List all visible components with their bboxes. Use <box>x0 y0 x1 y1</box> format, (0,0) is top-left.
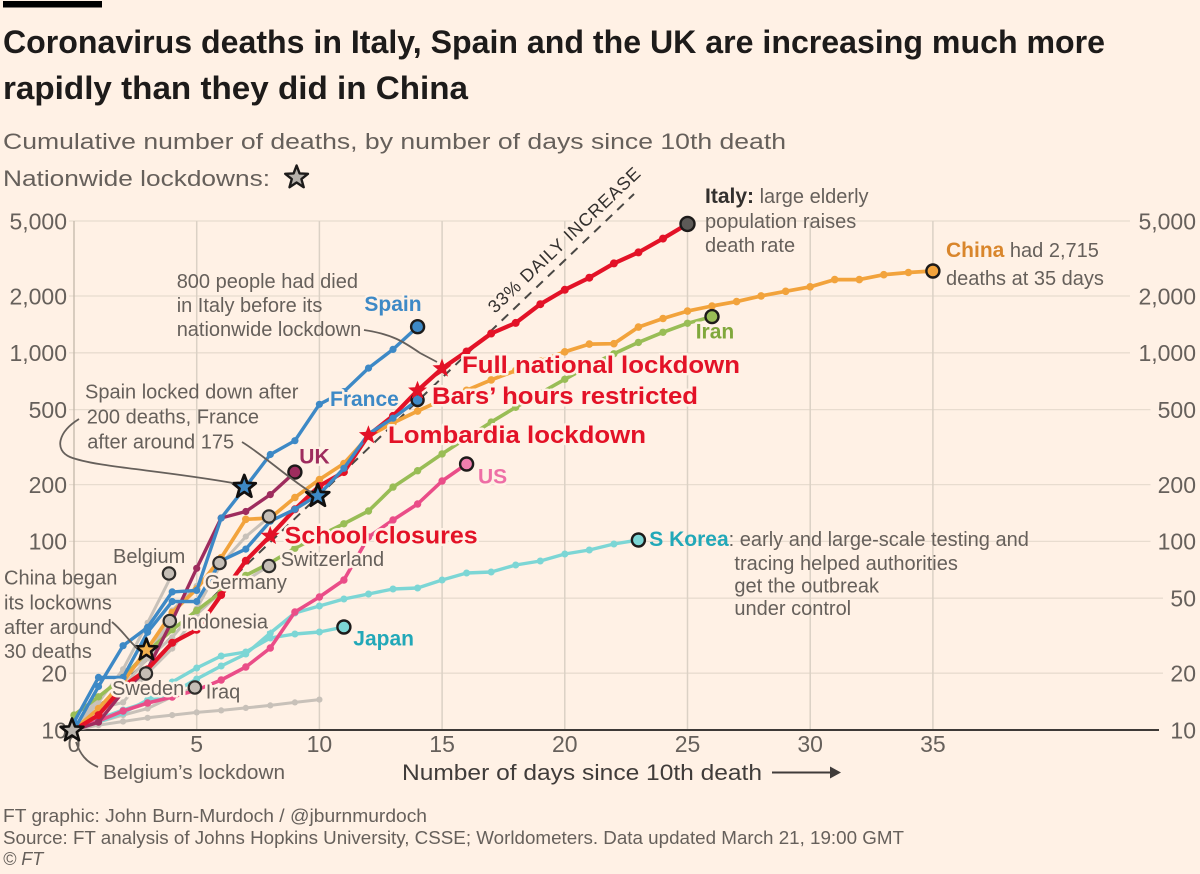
svg-text:UK: UK <box>299 446 329 469</box>
svg-text:1,000: 1,000 <box>9 340 67 366</box>
svg-text:Cumulative number of deaths, b: Cumulative number of deaths, by number o… <box>3 129 786 154</box>
svg-text:Italy: large elderly: Italy: large elderly <box>705 185 869 208</box>
svg-text:Iraq: Iraq <box>206 682 240 704</box>
svg-text:its lockowns: its lockowns <box>4 593 112 615</box>
svg-text:500: 500 <box>29 397 67 423</box>
svg-text:20: 20 <box>41 661 67 687</box>
svg-text:Bars’ hours restricted: Bars’ hours restricted <box>432 383 698 410</box>
svg-text:Japan: Japan <box>353 628 414 651</box>
svg-text:10: 10 <box>41 717 67 743</box>
svg-text:rapidly than they did in China: rapidly than they did in China <box>3 70 469 106</box>
svg-text:US: US <box>478 466 507 489</box>
svg-text:Lombardia lockdown: Lombardia lockdown <box>388 422 646 449</box>
svg-text:get the outbreak: get the outbreak <box>734 576 880 598</box>
svg-text:death rate: death rate <box>705 235 795 257</box>
svg-text:deaths at 35 days: deaths at 35 days <box>946 268 1104 290</box>
svg-text:population raises: population raises <box>705 211 856 233</box>
svg-text:Coronavirus deaths in Italy, S: Coronavirus deaths in Italy, Spain and t… <box>3 24 1105 60</box>
svg-text:Iran: Iran <box>696 321 735 344</box>
svg-text:© FT: © FT <box>3 849 45 869</box>
svg-text:China began: China began <box>4 568 117 590</box>
svg-text:in Italy before its: in Italy before its <box>177 295 323 317</box>
svg-text:200 deaths, France: 200 deaths, France <box>87 407 259 429</box>
svg-text:Germany: Germany <box>205 572 287 594</box>
svg-text:tracing helped authorities: tracing helped authorities <box>734 553 957 575</box>
svg-text:2,000: 2,000 <box>1138 283 1196 309</box>
svg-text:2,000: 2,000 <box>9 283 67 309</box>
svg-text:800 people had died: 800 people had died <box>177 271 358 293</box>
svg-text:after around: after around <box>4 617 112 639</box>
svg-text:35: 35 <box>920 731 946 757</box>
svg-text:100: 100 <box>1158 529 1196 555</box>
svg-text:under control: under control <box>734 598 851 620</box>
svg-text:500: 500 <box>1158 397 1196 423</box>
svg-text:15: 15 <box>429 731 455 757</box>
svg-text:Number of days since 10th deat: Number of days since 10th death <box>402 760 762 785</box>
svg-text:5,000: 5,000 <box>1138 208 1196 234</box>
svg-text:China had 2,715: China had 2,715 <box>946 239 1099 262</box>
svg-text:50: 50 <box>1170 586 1196 612</box>
svg-text:25: 25 <box>675 731 701 757</box>
svg-text:Source: FT analysis of Johns H: Source: FT analysis of Johns Hopkins Uni… <box>3 828 904 848</box>
svg-text:Full national lockdown: Full national lockdown <box>462 352 740 379</box>
svg-text:FT graphic: John Burn-Murdoch: FT graphic: John Burn-Murdoch / @jburnmu… <box>3 806 427 826</box>
svg-text:100: 100 <box>29 529 67 555</box>
svg-text:School closures: School closures <box>285 523 478 550</box>
svg-text:Spain: Spain <box>364 293 421 316</box>
svg-text:Spain locked down after: Spain locked down after <box>85 382 299 404</box>
svg-text:30 deaths: 30 deaths <box>4 641 92 663</box>
svg-text:Belgium: Belgium <box>113 546 185 568</box>
svg-text:Indonesia: Indonesia <box>181 612 269 634</box>
svg-text:France: France <box>330 388 399 411</box>
svg-text:after around 175: after around 175 <box>87 431 234 453</box>
svg-text:Nationwide lockdowns:: Nationwide lockdowns: <box>3 166 270 191</box>
svg-text:20: 20 <box>552 731 578 757</box>
svg-text:Switzerland: Switzerland <box>281 549 384 571</box>
svg-text:nationwide lockdown: nationwide lockdown <box>177 319 362 341</box>
svg-text:1,000: 1,000 <box>1138 340 1196 366</box>
svg-text:5,000: 5,000 <box>9 208 67 234</box>
svg-text:200: 200 <box>29 472 67 498</box>
svg-text:10: 10 <box>307 731 333 757</box>
svg-text:20: 20 <box>1170 661 1196 687</box>
svg-text:10: 10 <box>1170 717 1196 743</box>
svg-text:200: 200 <box>1158 472 1196 498</box>
svg-text:Belgium’s lockdown: Belgium’s lockdown <box>103 762 285 784</box>
svg-text:Sweden: Sweden <box>112 678 184 700</box>
svg-text:30: 30 <box>797 731 823 757</box>
svg-text:S Korea: early and large-scale: S Korea: early and large-scale testing a… <box>649 528 1029 551</box>
svg-text:5: 5 <box>190 731 203 757</box>
